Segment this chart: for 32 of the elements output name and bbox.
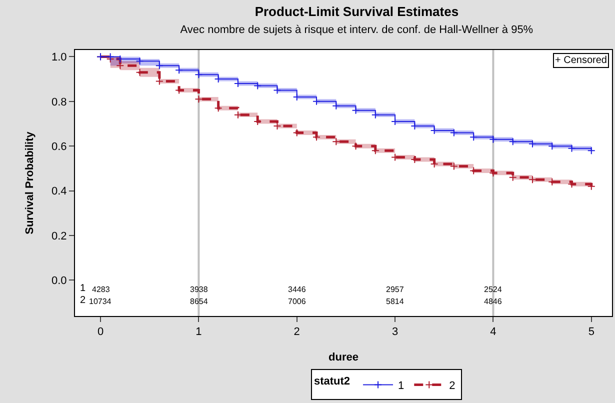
y-tick-label: 0.2 — [52, 230, 67, 242]
annotation: 4283 — [92, 285, 110, 294]
annotation: 8654 — [190, 297, 208, 306]
x-tick-label: 1 — [196, 326, 202, 338]
y-axis-title: Survival Probability — [24, 130, 36, 234]
y-tick-label: 1.0 — [52, 52, 67, 64]
annotation: 3938 — [190, 285, 208, 294]
x-tick-label: 0 — [97, 326, 104, 338]
x-tick-label: 3 — [392, 326, 398, 338]
annotation: 4846 — [484, 297, 502, 306]
y-tick-label: 0.6 — [52, 140, 67, 153]
annotation: 10734 — [89, 297, 112, 306]
x-axis-title: duree — [328, 351, 358, 364]
x-tick-label: 5 — [588, 326, 594, 338]
annotation: + Censored — [555, 55, 607, 66]
annotation: 7006 — [288, 297, 306, 306]
legend-title: statut2 — [314, 376, 350, 388]
annotation: 2957 — [386, 285, 404, 294]
y-tick-label: 0.4 — [52, 186, 67, 198]
x-tick-label: 2 — [294, 326, 300, 338]
legend-label: 2 — [449, 380, 456, 392]
annotation: 5814 — [386, 297, 404, 306]
y-tick-label: 0.8 — [52, 96, 67, 108]
y-tick-label: 0.0 — [52, 275, 67, 288]
annotation: 2524 — [484, 285, 502, 294]
annotation: 2 — [80, 295, 86, 306]
chart-subtitle: Avec nombre de sujets à risque et interv. de conf. de Hall-Wellner à 95% — [180, 24, 534, 36]
x-tick-label: 4 — [490, 326, 496, 338]
annotation: 3446 — [288, 285, 306, 294]
legend-label: 1 — [398, 380, 404, 392]
annotation: 1 — [80, 283, 86, 294]
chart-title: Product-Limit Survival Estimates — [254, 4, 459, 20]
